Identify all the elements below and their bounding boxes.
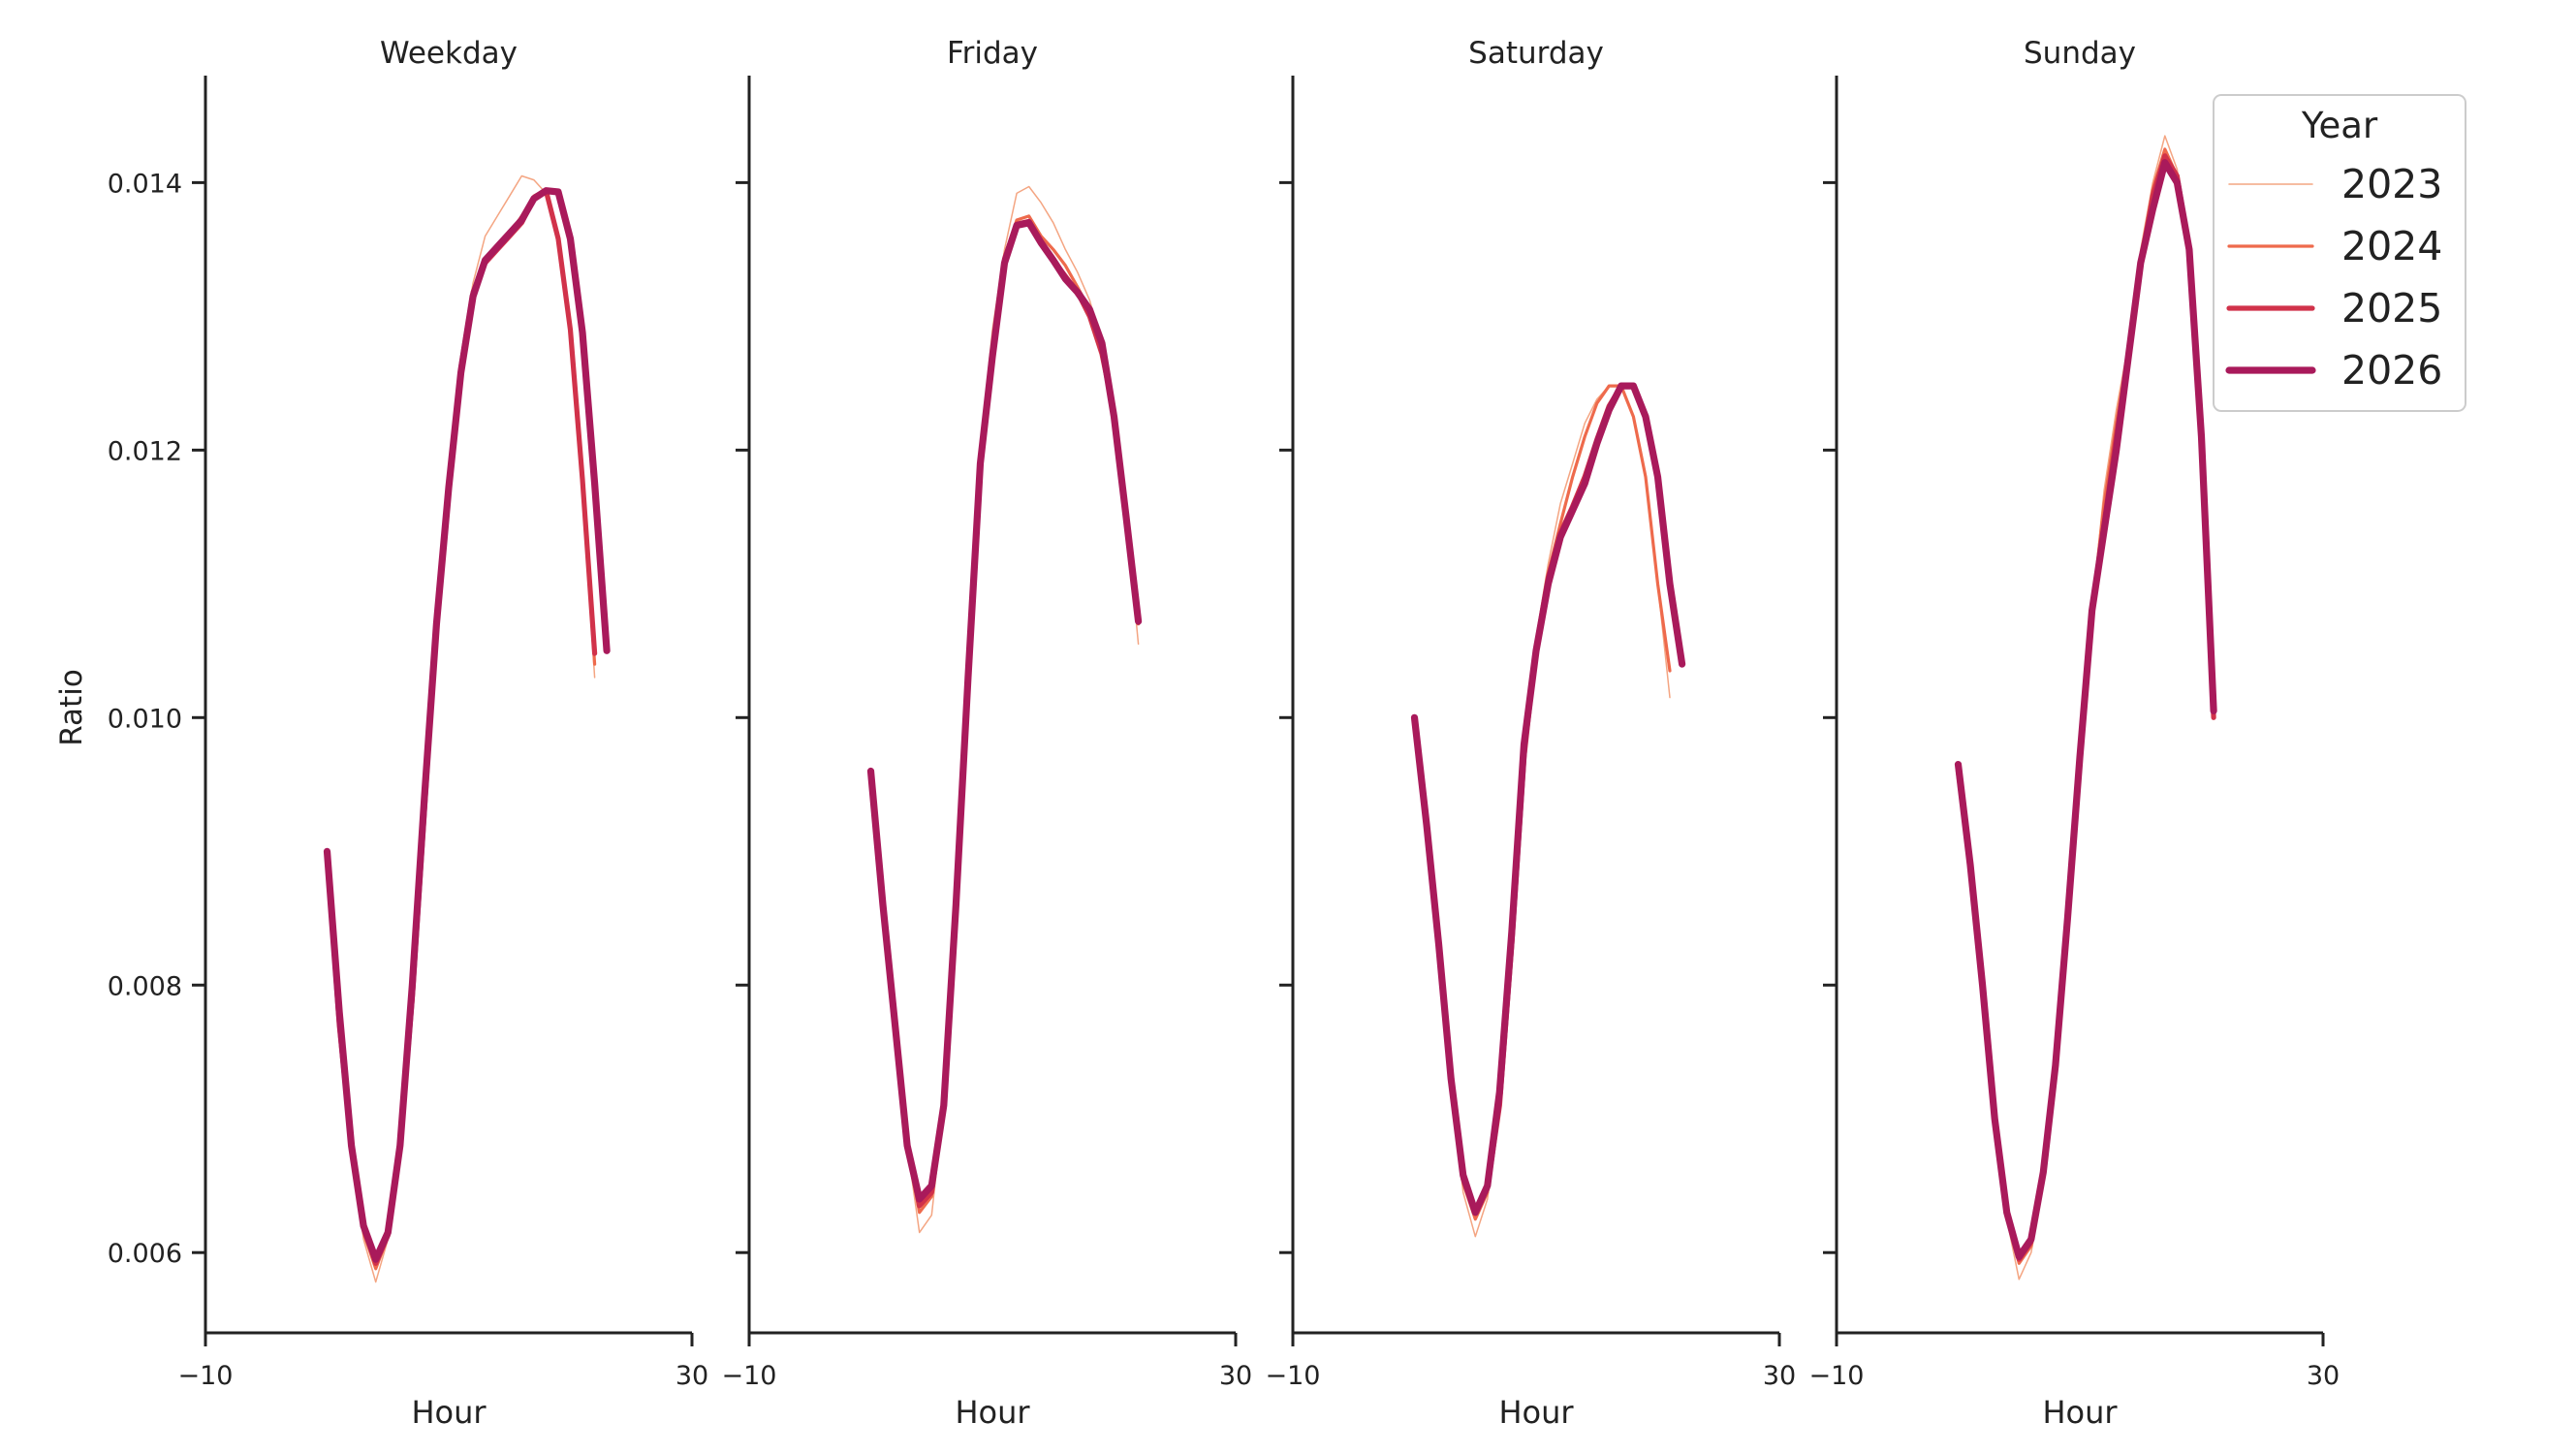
panel-title: Sunday [2024,36,2136,71]
panel-title: Weekday [380,36,518,71]
y-tick-label: 0.014 [108,169,182,199]
legend-label: 2026 [2341,347,2442,394]
x-tick-label: −10 [722,1361,777,1391]
panel-friday: Friday −10 30 Hour [722,36,1253,1431]
legend-frame [2213,94,2466,412]
legend-label: 2025 [2341,285,2442,332]
series-line-2026 [866,219,1143,1203]
legend-label: 2023 [2341,161,2442,207]
series-line-2026 [323,187,611,1263]
legend: Year 2023 2024 2025 2026 [2213,94,2466,412]
panel-saturday: Saturday −10 30 Hour [1266,36,1797,1431]
y-tick-label: 0.010 [108,704,182,734]
x-tick-label: 30 [2307,1361,2340,1391]
series-line-2023 [326,174,596,1283]
x-axis-label: Hour [955,1394,1030,1431]
x-tick-label: 30 [1763,1361,1796,1391]
panel-title: Friday [947,36,1038,71]
legend-title: Year [2301,105,2378,146]
panel-weekday: Weekday 0.006 0.008 0.010 0.012 0.014 −10 30 Hou… [108,36,708,1431]
y-tick-label: 0.006 [108,1239,182,1269]
x-tick-label: 30 [1219,1361,1252,1391]
x-axis-label: Hour [411,1394,487,1431]
legend-entry-2024: 2024 [2227,223,2442,269]
legend-entry-2023: 2023 [2228,161,2442,207]
legend-entry-2026: 2026 [2225,347,2442,394]
panel-title: Saturday [1468,36,1604,71]
x-tick-label: −10 [178,1361,234,1391]
x-axis-label: Hour [1498,1394,1574,1431]
series-line-2024 [868,214,1141,1215]
legend-entry-2025: 2025 [2226,285,2442,332]
series-line-2026 [1954,159,2217,1261]
series-line-2026 [1410,382,1686,1217]
legend-label: 2024 [2341,223,2442,269]
y-tick-label: 0.012 [108,436,182,466]
x-axis-label: Hour [2042,1394,2118,1431]
x-tick-label: −10 [1266,1361,1321,1391]
x-tick-label: 30 [675,1361,708,1391]
y-tick-label: 0.008 [108,971,182,1001]
series-line-2025 [867,218,1142,1209]
panel-sunday: Sunday −10 30 Hour [1809,36,2340,1431]
x-tick-label: −10 [1809,1361,1865,1391]
y-axis-label: Ratio [54,669,89,746]
